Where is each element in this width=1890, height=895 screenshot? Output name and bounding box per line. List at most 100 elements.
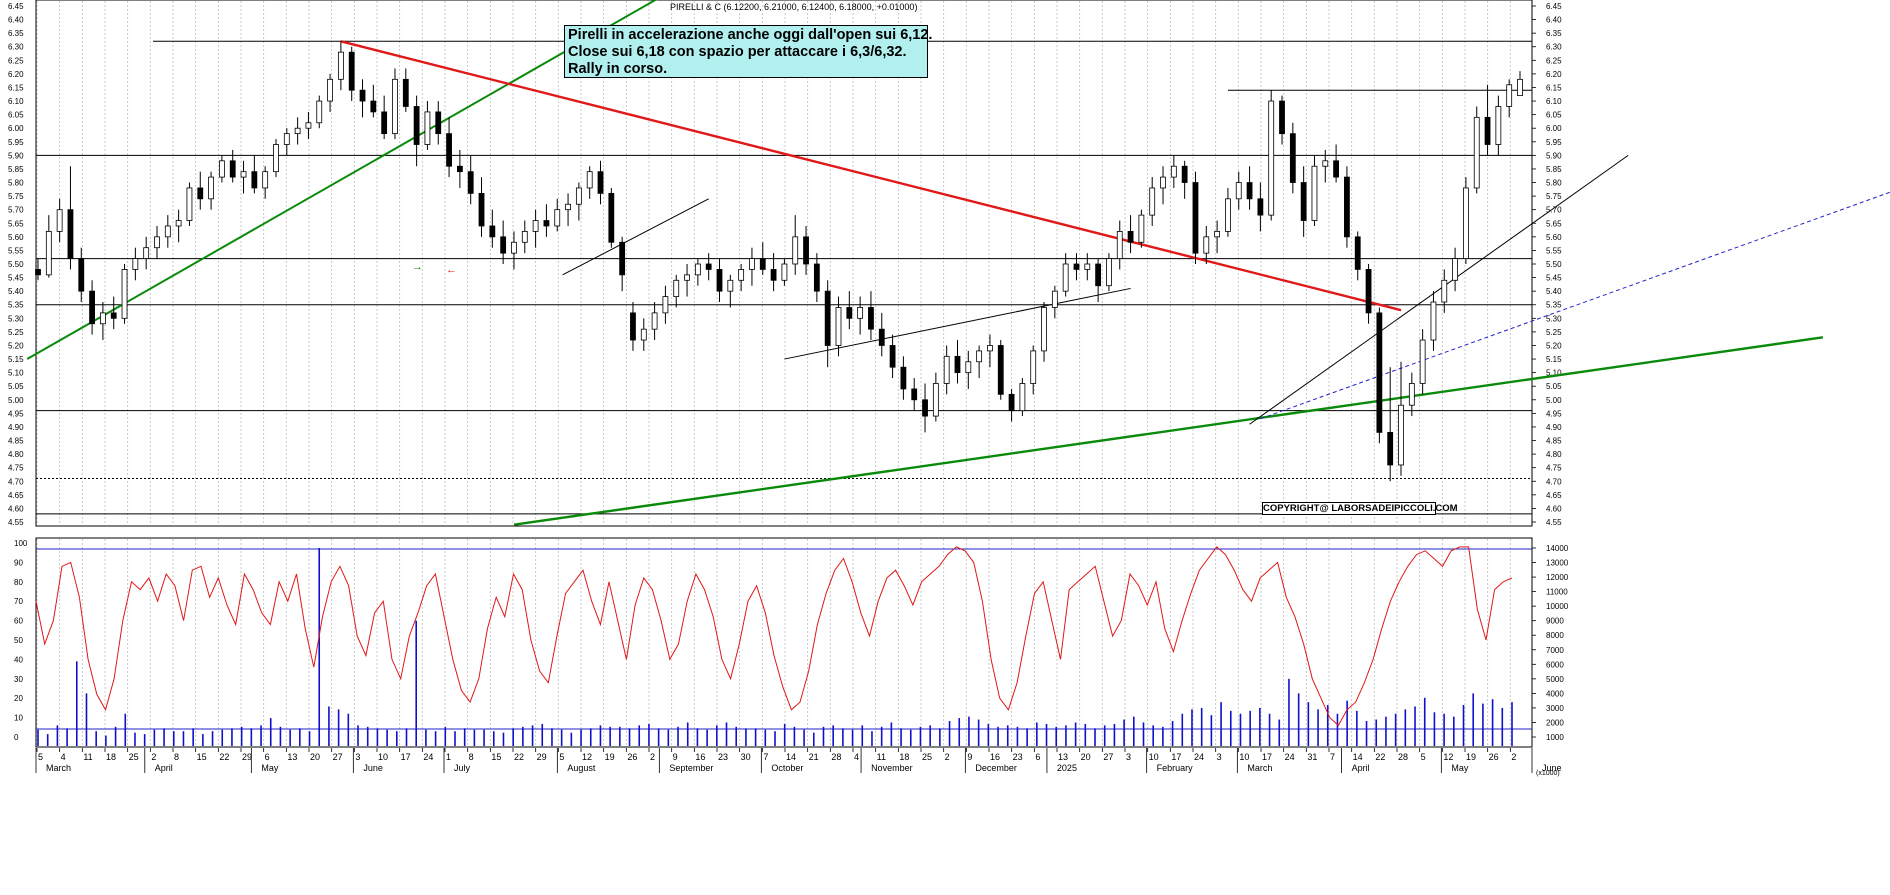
volume-y-tick-label: 12000 [1546,573,1569,582]
candle-body [359,89,366,102]
x-tick-label: 21 [809,752,819,762]
candle-body [1484,116,1491,145]
month-label: June [1542,763,1562,773]
candle-body [424,111,431,145]
candle-body [262,171,269,189]
y-tick-label-right: 4.75 [1546,464,1562,473]
candle-body [35,269,41,276]
y-tick-label-left: 4.95 [8,409,24,418]
candle-body [1387,431,1394,466]
y-tick-label-left: 5.60 [8,233,24,242]
volume-unit-label: (x1000) [1536,770,1560,777]
candle-body [1419,339,1426,384]
x-tick-label: 22 [1375,752,1385,762]
price-panel-frame [35,0,1533,527]
candle-body [456,165,463,173]
candle-body [1344,176,1350,238]
candle-body [143,247,150,259]
candle-body [597,171,604,194]
osc-y-tick-label: 50 [14,636,23,645]
candle-body [489,225,496,238]
osc-y-tick-label: 70 [14,597,23,606]
month-label: July [454,763,471,773]
x-tick-label: 17 [1262,752,1272,762]
candle-body [835,307,842,346]
candle-body [348,51,355,91]
volume-y-tick-label: 10000 [1546,602,1569,611]
candle-body [954,355,961,374]
x-tick-label: 31 [1307,752,1317,762]
candle-body [976,350,983,363]
x-tick-label: 14 [786,752,796,762]
candle-body [316,100,323,124]
x-tick-label: 27 [1103,752,1113,762]
y-tick-label-right: 5.90 [1546,151,1562,160]
oscillator-line [35,546,1513,727]
x-tick-label: 5 [38,752,43,762]
candle-body [392,78,398,135]
candle-body [1127,231,1134,243]
x-tick-label: 25 [129,752,139,762]
candle-body [446,133,452,167]
indicator-panel-frame [35,537,1533,748]
x-tick-label: 20 [1081,752,1091,762]
y-tick-label-right: 5.15 [1546,355,1562,364]
y-tick-label-left: 5.65 [8,219,24,228]
osc-y-tick-label: 10 [14,714,23,723]
x-tick-label: 30 [741,752,751,762]
y-tick-label-right: 4.95 [1546,409,1562,418]
candle-body [684,274,690,281]
candle-body [208,176,214,200]
osc-y-tick-label: 0 [14,733,19,742]
candle-body [911,388,918,401]
channel-line-sept [784,287,1131,360]
y-tick-label-left: 6.35 [8,29,24,38]
candle-body [857,307,864,319]
candle-body [100,312,106,325]
candle-body [478,192,485,227]
osc-y-tick-label: 100 [14,539,28,548]
y-tick-label-left: 5.80 [8,179,24,188]
y-tick-label-right: 5.10 [1546,369,1562,378]
candle-body [532,220,539,232]
candle-body [1019,383,1026,412]
y-tick-label-left: 6.05 [8,111,24,120]
candle-body [727,279,734,292]
candle-body [662,296,669,314]
candle-body [1376,312,1383,433]
candle-body [673,279,680,297]
x-tick-label: 8 [174,752,179,762]
x-tick-label: 20 [310,752,320,762]
x-tick-label: 12 [582,752,592,762]
candle-body [1041,307,1047,352]
y-tick-label-left: 6.30 [8,43,24,52]
y-tick-label-right: 5.55 [1546,246,1562,255]
candle-body [900,366,907,390]
y-tick-label-left: 5.00 [8,396,24,405]
candle-body [511,241,517,254]
x-tick-label: 24 [423,752,433,762]
y-tick-label-left: 5.20 [8,341,24,350]
candle-body [554,209,561,227]
candle-body [1062,263,1069,292]
candle-body [889,345,896,368]
candle-body [1073,263,1080,270]
x-tick-label: 14 [1353,752,1363,762]
month-label: June [363,763,383,773]
candle-body [1138,214,1145,243]
candle-body [1506,84,1513,107]
candle-body [1051,290,1058,308]
candle-body [1116,231,1123,259]
y-tick-label-left: 4.85 [8,437,24,446]
volume-y-tick-label: 4000 [1546,689,1564,698]
candle-body [1192,182,1199,254]
blue-dashed-trend-line [1260,191,1890,420]
y-tick-label-right: 5.45 [1546,274,1562,283]
x-tick-label: 10 [1149,752,1159,762]
x-tick-label: 6 [1035,752,1040,762]
y-tick-label-left: 6.20 [8,70,24,79]
volume-y-tick-label: 14000 [1546,544,1569,553]
copyright-label: COPYRIGHT@ LABORSADEIPICCOLI.COM [1262,502,1458,515]
candle-body [294,127,301,135]
y-tick-label-left: 5.75 [8,192,24,201]
